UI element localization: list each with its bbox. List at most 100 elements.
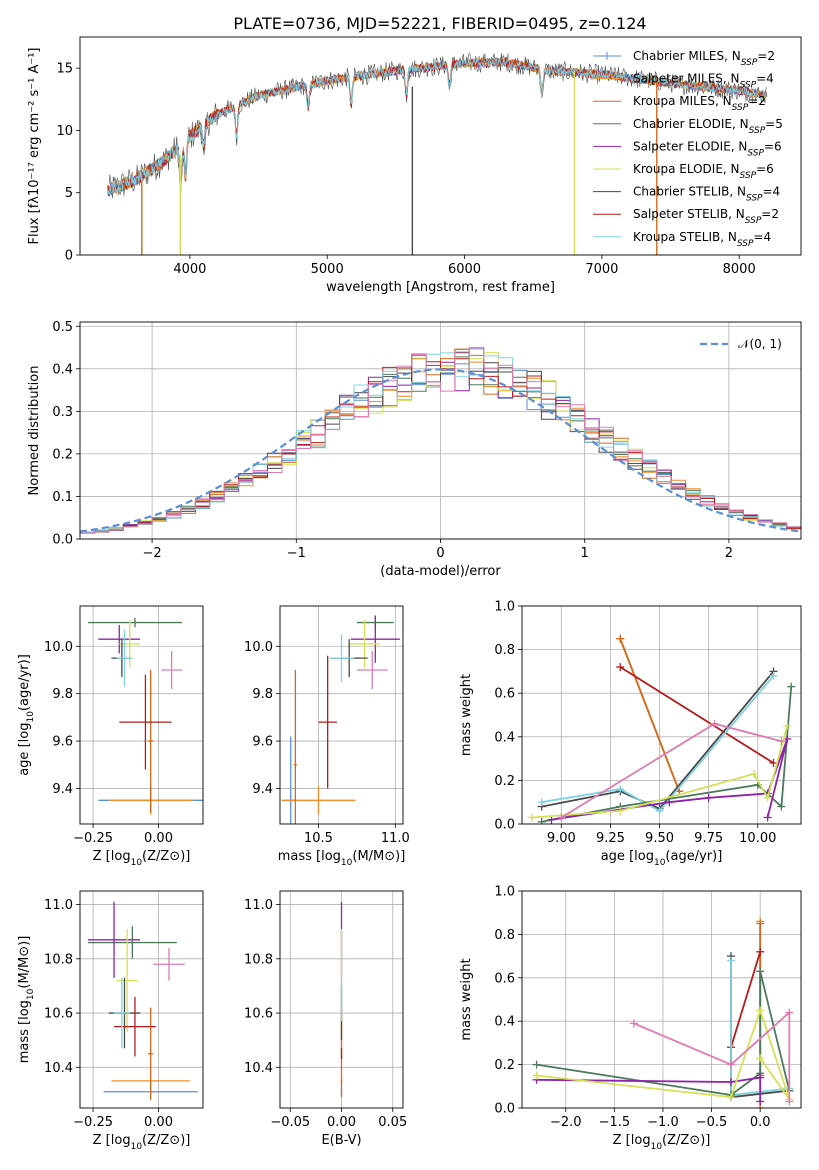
y-tick-label: 0.2 bbox=[52, 447, 73, 462]
x-tick-label: 1 bbox=[581, 546, 589, 561]
x-tick-label: 11.0 bbox=[381, 831, 410, 846]
legend-label: Salpeter STELIB, NSSP=2 bbox=[633, 207, 779, 226]
x-tick-label: −0.25 bbox=[73, 1115, 113, 1130]
y-tick-label: 0.8 bbox=[494, 928, 515, 943]
y-tick-label: 0.0 bbox=[52, 533, 73, 548]
x-tick-label: 10.00 bbox=[739, 831, 776, 846]
y-tick-label: 0.2 bbox=[494, 774, 515, 789]
x-tick-label: 0 bbox=[436, 546, 444, 561]
panel-residuals: −2 −1 0 1 2 0.0 0.1 0.2 0.3 0.4 0.5 (data-model)/er… bbox=[27, 320, 802, 579]
axes-frame bbox=[279, 890, 404, 1109]
y-tick-label: 11.0 bbox=[244, 898, 273, 913]
y-tick-label: 9.6 bbox=[252, 735, 273, 750]
y-axis-label: age [log10(age/yr)] bbox=[17, 654, 36, 776]
x-axis-label: wavelength [Angstrom, rest frame] bbox=[326, 280, 555, 295]
x-tick-label: 9.25 bbox=[596, 831, 625, 846]
weight-line bbox=[541, 675, 775, 813]
axes-frame bbox=[79, 321, 802, 540]
x-axis-label: mass [log10(M/M⊙)] bbox=[278, 849, 406, 868]
x-tick-label: 2 bbox=[725, 546, 733, 561]
y-tick-label: 11.0 bbox=[44, 898, 73, 913]
x-tick-label: −1.0 bbox=[647, 1115, 679, 1130]
x-tick-label: 0.00 bbox=[327, 1115, 356, 1130]
x-tick-label: 7000 bbox=[585, 262, 618, 277]
y-tick-label: 0.0 bbox=[494, 818, 515, 833]
y-tick-label: 9.8 bbox=[252, 687, 273, 702]
x-tick-label: 8000 bbox=[723, 262, 756, 277]
y-tick-label: 0.4 bbox=[494, 730, 515, 745]
x-tick-label: −1 bbox=[287, 546, 306, 561]
y-axis-label: mass [log10(M/M⊙)] bbox=[17, 936, 36, 1064]
x-tick-label: 0.00 bbox=[144, 831, 173, 846]
y-tick-label: 9.4 bbox=[52, 782, 73, 797]
legend-label: 𝒩(0, 1) bbox=[738, 337, 782, 351]
x-axis-label: (data-model)/error bbox=[380, 564, 501, 579]
y-tick-label: 0 bbox=[65, 249, 73, 264]
y-tick-label: 1.0 bbox=[494, 885, 515, 900]
axes-frame bbox=[521, 890, 802, 1109]
panel-weight-vs-Z: −2.0 −1.5 −1.0 −0.5 0.0 0.0 0.2 0.4 0.6 0.8 1.0 Z [… bbox=[459, 885, 802, 1152]
axes-frame bbox=[521, 605, 802, 825]
weight-line bbox=[551, 738, 789, 821]
legend-label: Chabrier MILES, NSSP=2 bbox=[633, 49, 775, 68]
y-tick-label: 10.4 bbox=[44, 1061, 73, 1076]
x-tick-label: −2.0 bbox=[550, 1115, 582, 1130]
y-tick-label: 0.3 bbox=[52, 405, 73, 420]
y-tick-label: 0.8 bbox=[494, 643, 515, 658]
x-tick-label: 4000 bbox=[173, 262, 206, 277]
legend: Chabrier MILES, NSSP=2 Salpeter MILES, NS… bbox=[593, 49, 783, 249]
legend-label: Chabrier ELODIE, NSSP=5 bbox=[633, 117, 783, 136]
y-tick-label: 10.0 bbox=[44, 640, 73, 655]
weight-line bbox=[730, 951, 762, 1048]
weight-line bbox=[536, 1076, 762, 1102]
y-tick-label: 9.6 bbox=[52, 735, 73, 750]
panel-age-vs-mass: 10.5 11.0 9.4 9.6 9.8 10.0 mass [log10(M/M⊙)] bbox=[244, 605, 410, 868]
x-tick-label: 6000 bbox=[448, 262, 481, 277]
x-tick-label: 9.00 bbox=[547, 831, 576, 846]
axes-frame bbox=[279, 605, 404, 825]
y-tick-label: 10.8 bbox=[44, 952, 73, 967]
x-tick-label: 0.00 bbox=[144, 1115, 173, 1130]
x-axis-label: age [log10(age/yr)] bbox=[601, 849, 723, 868]
x-tick-label: −1.5 bbox=[599, 1115, 631, 1130]
y-tick-label: 0.4 bbox=[494, 1015, 515, 1030]
x-axis-label: Z [log10(Z/Z⊙)] bbox=[93, 1133, 191, 1152]
panel-mass-vs-EBV: −0.05 0.00 0.05 10.4 10.6 10.8 11.0 E(B-V) bbox=[244, 890, 407, 1148]
weight-line bbox=[619, 638, 681, 792]
axes-frame bbox=[79, 36, 802, 256]
x-tick-label: −2 bbox=[143, 546, 162, 561]
y-axis-label: Normed distribution bbox=[27, 366, 42, 496]
y-axis-label: mass weight bbox=[459, 958, 474, 1040]
legend-label: Kroupa STELIB, NSSP=4 bbox=[633, 230, 771, 249]
panel-weight-vs-age: 9.00 9.25 9.50 9.75 10.00 0.0 0.2 0.4 0.6 0.8 1.0 a… bbox=[459, 600, 802, 868]
legend-label: Kroupa ELODIE, NSSP=6 bbox=[633, 162, 774, 181]
y-axis-label: Flux [fλ10⁻¹⁷ erg cm⁻² s⁻¹ A⁻¹] bbox=[27, 48, 42, 245]
y-tick-label: 0.4 bbox=[52, 362, 73, 377]
x-tick-label: 0.05 bbox=[378, 1115, 407, 1130]
y-tick-label: 0.6 bbox=[494, 971, 515, 986]
y-tick-label: 10 bbox=[56, 124, 73, 139]
x-tick-label: 10.5 bbox=[304, 831, 333, 846]
y-tick-label: 0.5 bbox=[52, 320, 73, 335]
figure-title: PLATE=0736, MJD=52221, FIBERID=0495, z=0… bbox=[233, 14, 646, 33]
normal-reference-curve bbox=[80, 368, 801, 533]
y-tick-label: 10.0 bbox=[244, 640, 273, 655]
weight-line bbox=[633, 1010, 791, 1102]
y-tick-label: 10.6 bbox=[44, 1007, 73, 1022]
y-tick-label: 10.6 bbox=[244, 1007, 273, 1022]
x-tick-label: −0.25 bbox=[73, 831, 113, 846]
x-axis-label: Z [log10(Z/Z⊙)] bbox=[93, 849, 191, 868]
legend-label: Salpeter ELODIE, NSSP=6 bbox=[633, 139, 782, 158]
panel-spectrum: 4000 5000 6000 7000 8000 0 5 10 15 wavelength [An… bbox=[27, 36, 802, 295]
x-tick-label: 0.0 bbox=[750, 1115, 771, 1130]
y-tick-label: 10.8 bbox=[244, 952, 273, 967]
panel-age-vs-Z: −0.25 0.00 9.4 9.6 9.8 10.0 Z [log10(Z/Z⊙)] age… bbox=[17, 605, 204, 868]
y-tick-label: 5 bbox=[65, 186, 73, 201]
y-tick-label: 9.4 bbox=[252, 782, 273, 797]
y-tick-label: 0.6 bbox=[494, 687, 515, 702]
y-tick-label: 0.0 bbox=[494, 1102, 515, 1117]
legend-label: Chabrier STELIB, NSSP=4 bbox=[633, 185, 780, 204]
y-axis-label: mass weight bbox=[459, 674, 474, 756]
x-tick-label: −0.5 bbox=[696, 1115, 728, 1130]
